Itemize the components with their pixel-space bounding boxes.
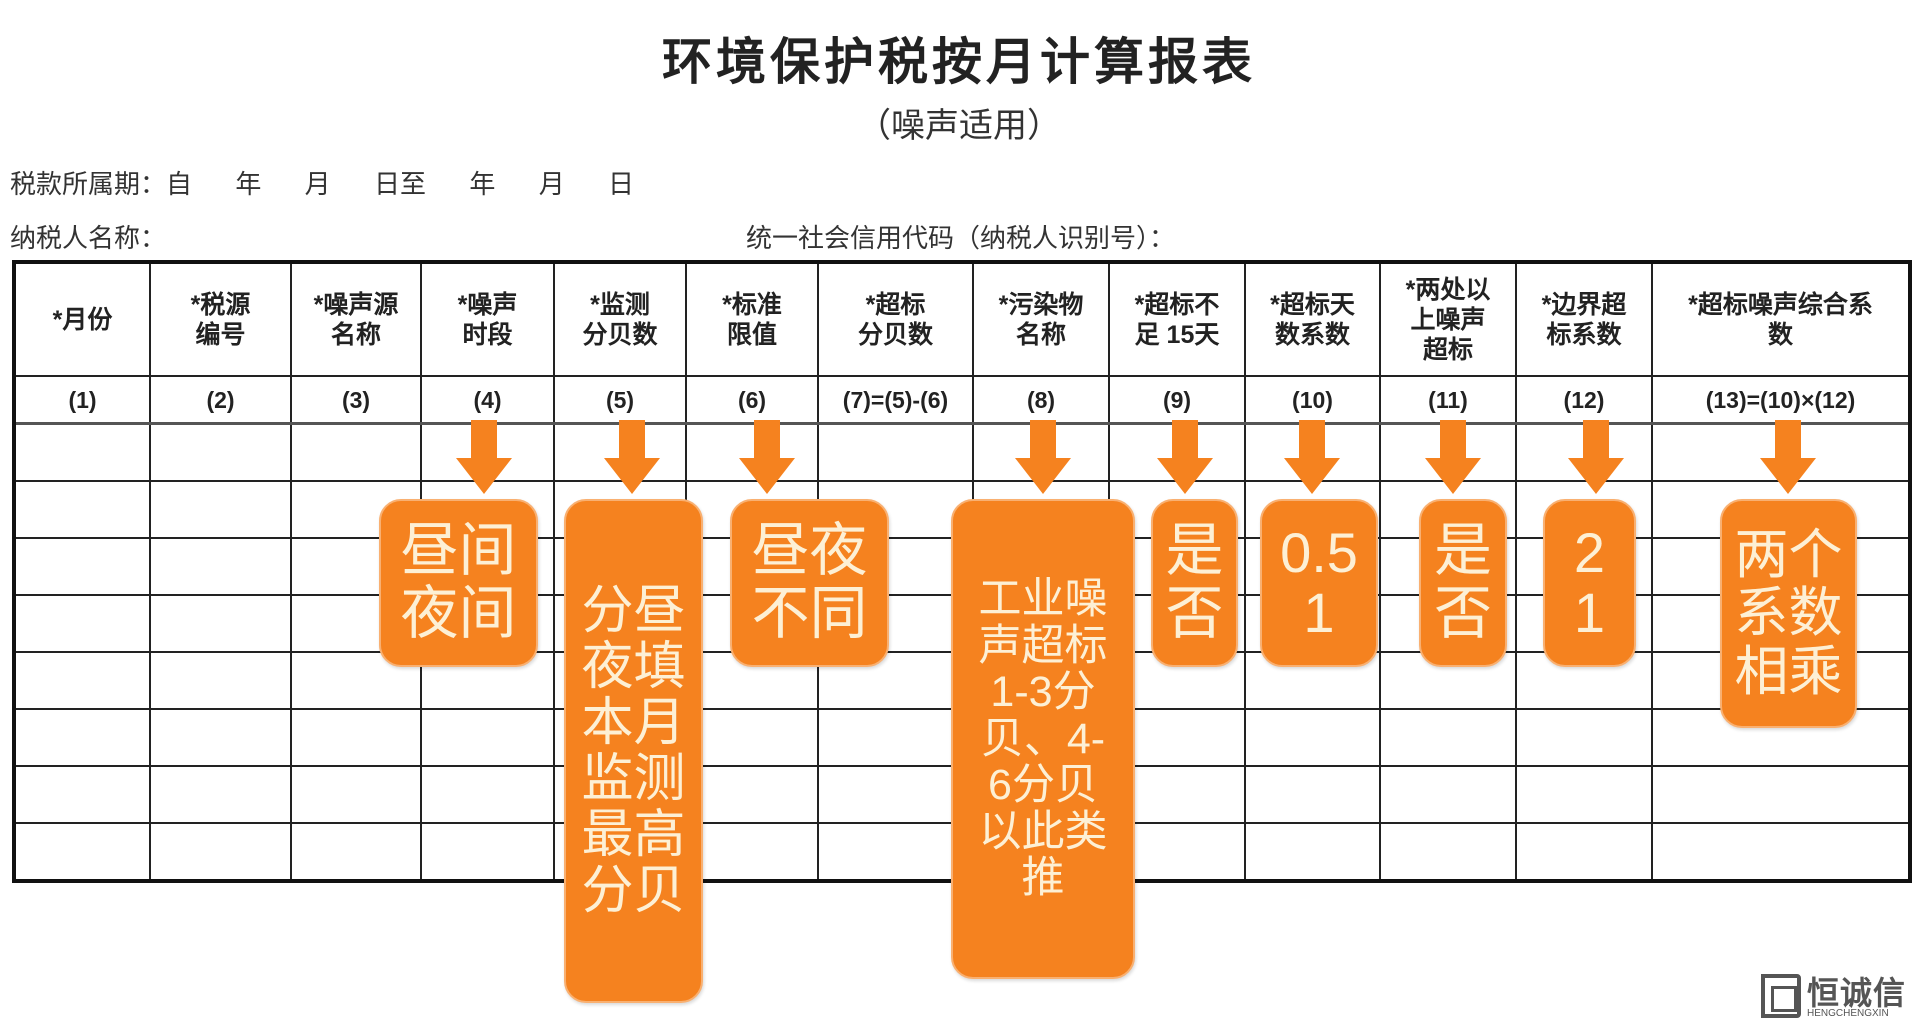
logo-mark-icon <box>1761 974 1801 1018</box>
column-header: *边界超 标系数 <box>1515 261 1653 377</box>
table-cell[interactable] <box>149 594 292 653</box>
table-cell[interactable] <box>13 708 151 767</box>
callout-text: 2 1 <box>1573 520 1606 644</box>
callout-note: 两个 系数 相乘 <box>1720 499 1857 728</box>
table-cell[interactable] <box>1379 765 1517 824</box>
table-cell[interactable] <box>1244 822 1381 882</box>
callout-text: 0.5 1 <box>1280 520 1358 644</box>
callout-note: 是 否 <box>1151 499 1238 667</box>
table-cell[interactable] <box>1379 822 1517 882</box>
table-cell[interactable] <box>13 765 151 824</box>
callout-text: 分昼 夜填 本月 监测 最高 分贝 <box>581 581 686 921</box>
callout-note: 分昼 夜填 本月 监测 最高 分贝 <box>564 499 703 1003</box>
page-title: 环境保护税按月计算报表 <box>662 34 1256 90</box>
callout-note: 2 1 <box>1543 499 1636 667</box>
table-cell[interactable] <box>420 765 555 824</box>
logo-subtext: HENGCHENGXIN <box>1807 1008 1889 1019</box>
table-cell[interactable] <box>1515 765 1653 824</box>
column-header: *超标噪声综合系 数 <box>1651 261 1911 377</box>
header-row: *月份 *税源 编号 *噪声源 名称 *噪声 时段 *监测 分贝数 *标准 限值 *超标 分… <box>13 261 1911 377</box>
callout-text: 是 否 <box>1433 518 1492 646</box>
table-cell[interactable] <box>13 422 151 482</box>
column-index: (3) <box>290 375 422 425</box>
taxpayer-name-label: 纳税人名称： <box>10 223 167 253</box>
table-cell[interactable] <box>420 822 555 882</box>
table-cell[interactable] <box>13 537 151 596</box>
table-cell[interactable] <box>13 594 151 653</box>
column-header: *噪声源 名称 <box>290 261 422 377</box>
column-index: (9) <box>1108 375 1246 425</box>
table-cell[interactable] <box>685 822 819 882</box>
callout-text: 昼间 夜间 <box>400 518 517 646</box>
table-cell[interactable] <box>817 708 974 767</box>
table-cell[interactable] <box>1651 765 1911 824</box>
table-cell[interactable] <box>1379 708 1517 767</box>
column-index: (7)=(5)-(6) <box>817 375 974 425</box>
column-header: *标准 限值 <box>685 261 819 377</box>
table-cell[interactable] <box>685 708 819 767</box>
column-header: *超标不 足 15天 <box>1108 261 1246 377</box>
callout-note: 工业噪 声超标 1-3分 贝、4- 6分贝 以此类 推 <box>951 499 1135 979</box>
column-index: (2) <box>149 375 292 425</box>
table-cell[interactable] <box>149 480 292 539</box>
table-cell[interactable] <box>149 537 292 596</box>
logo-text: 恒诚信 <box>1807 975 1907 1011</box>
column-header: *污染物 名称 <box>972 261 1110 377</box>
logo: 恒诚信 HENGCHENGXIN <box>1761 972 1916 1022</box>
callout-note: 是 否 <box>1419 499 1507 667</box>
column-index: (12) <box>1515 375 1653 425</box>
column-header: *两处以 上噪声 超标 <box>1379 261 1517 377</box>
column-header: *超标 分贝数 <box>817 261 974 377</box>
table-cell[interactable] <box>149 651 292 710</box>
callout-note: 昼夜 不同 <box>730 499 889 667</box>
column-index: (1) <box>13 375 151 425</box>
table-cell[interactable] <box>149 422 292 482</box>
callout-text: 两个 系数 相乘 <box>1734 525 1843 702</box>
table-cell[interactable] <box>149 708 292 767</box>
column-index: (6) <box>685 375 819 425</box>
column-header: *税源 编号 <box>149 261 292 377</box>
table-cell[interactable] <box>13 822 151 882</box>
column-header: *监测 分贝数 <box>553 261 687 377</box>
column-index: (5) <box>553 375 687 425</box>
callout-text: 工业噪 声超标 1-3分 贝、4- 6分贝 以此类 推 <box>978 575 1108 903</box>
column-index: (11) <box>1379 375 1517 425</box>
table-cell[interactable] <box>817 765 974 824</box>
table-cell[interactable] <box>1244 708 1381 767</box>
column-header: *超标天 数系数 <box>1244 261 1381 377</box>
column-index: (13)=(10)×(12) <box>1651 375 1911 425</box>
table-cell[interactable] <box>149 765 292 824</box>
column-header: *月份 <box>13 261 151 377</box>
table-cell[interactable] <box>1651 822 1911 882</box>
table-cell[interactable] <box>13 480 151 539</box>
callout-text: 是 否 <box>1165 518 1224 646</box>
table-cell[interactable] <box>290 822 422 882</box>
callout-text: 昼夜 不同 <box>751 518 868 646</box>
table-cell[interactable] <box>1515 651 1653 710</box>
credit-code-label: 统一社会信用代码（纳税人识别号）： <box>746 223 1176 253</box>
callout-note: 0.5 1 <box>1260 499 1378 667</box>
table-cell[interactable] <box>13 651 151 710</box>
column-header: *噪声 时段 <box>420 261 555 377</box>
index-row: (1) (2) (3) (4) (5) (6) (7)=(5)-(6) (8) (9) (10)(… <box>13 375 1911 425</box>
table-cell[interactable] <box>290 422 422 482</box>
callout-note: 昼间 夜间 <box>379 499 538 667</box>
tax-period-line: 税款所属期：自 年 月 日至 年 月 日 <box>10 169 635 199</box>
table-cell[interactable] <box>1515 822 1653 882</box>
table-cell[interactable] <box>1244 765 1381 824</box>
page-subtitle: （噪声适用） <box>857 107 1061 145</box>
table-cell[interactable] <box>817 822 974 882</box>
table-cell[interactable] <box>149 822 292 882</box>
table-cell[interactable] <box>290 765 422 824</box>
column-index: (10) <box>1244 375 1381 425</box>
column-index: (8) <box>972 375 1110 425</box>
table-cell[interactable] <box>290 708 422 767</box>
table-row <box>13 422 1911 482</box>
column-index: (4) <box>420 375 555 425</box>
table-cell[interactable] <box>1515 708 1653 767</box>
table-cell[interactable] <box>420 708 555 767</box>
table-cell[interactable] <box>817 422 974 482</box>
table-cell[interactable] <box>685 765 819 824</box>
